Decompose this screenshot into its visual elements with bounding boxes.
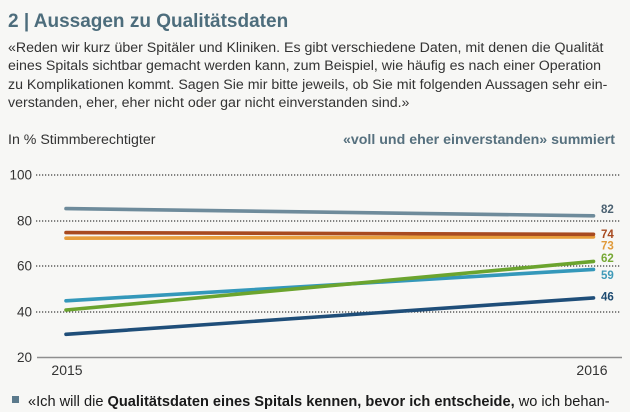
svg-text:59: 59 (601, 270, 614, 282)
svg-text:40: 40 (17, 305, 32, 320)
svg-text:2016: 2016 (576, 362, 607, 378)
svg-text:82: 82 (601, 204, 614, 216)
svg-text:46: 46 (601, 292, 614, 304)
svg-text:20: 20 (17, 350, 32, 365)
svg-text:80: 80 (17, 214, 32, 229)
svg-text:73: 73 (601, 241, 614, 253)
svg-text:100: 100 (9, 168, 32, 183)
svg-text:2015: 2015 (51, 362, 82, 378)
svg-text:60: 60 (17, 259, 32, 274)
svg-text:62: 62 (601, 253, 614, 265)
svg-text:74: 74 (601, 229, 614, 241)
